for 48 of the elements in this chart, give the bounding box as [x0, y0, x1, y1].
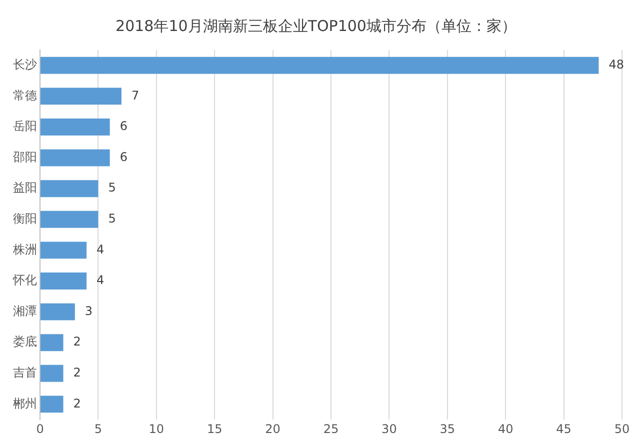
bar	[40, 364, 64, 382]
bar	[40, 118, 110, 136]
bar	[40, 242, 87, 259]
x-tick-label: 35	[440, 422, 456, 436]
y-tick-label: 怀化	[12, 273, 37, 288]
x-tick-label: 40	[498, 422, 514, 436]
x-tick-label: 15	[206, 422, 222, 436]
data-label: 7	[131, 88, 140, 102]
bar	[40, 56, 599, 74]
bar	[40, 334, 64, 352]
x-tick-label: 20	[265, 422, 280, 436]
y-tick-label: 湘潭	[13, 304, 37, 318]
y-tick-label: 衡阳	[13, 212, 37, 226]
bar	[40, 272, 87, 290]
data-label: 4	[96, 273, 104, 288]
y-tick-label: 常德	[13, 88, 37, 102]
y-tick-label: 娄底	[13, 334, 37, 349]
data-label: 5	[108, 212, 116, 226]
bar	[40, 210, 98, 228]
bar	[40, 303, 75, 320]
data-label: 2	[73, 366, 81, 380]
y-tick-label: 长沙	[13, 58, 37, 72]
x-tick-label: 30	[382, 422, 397, 436]
y-tick-label: 吉首	[13, 366, 37, 380]
data-label: 2	[73, 334, 81, 349]
data-label: 5	[108, 180, 116, 195]
data-label: 2	[73, 396, 81, 410]
bar	[40, 396, 64, 413]
bar	[40, 149, 110, 166]
y-tick-label: 邵阳	[13, 150, 37, 164]
x-tick-label: 5	[94, 422, 102, 436]
x-tick-label: 45	[556, 422, 572, 436]
bar	[40, 180, 98, 198]
x-tick-label: 10	[148, 422, 164, 436]
x-tick-label: 25	[323, 422, 339, 436]
data-label: 4	[96, 242, 104, 256]
y-tick-label: 益阳	[13, 180, 37, 195]
chart-title: 2018年10月湖南新三板企业TOP100城市分布（单位：家）	[116, 16, 516, 35]
bar	[40, 88, 122, 105]
y-tick-label: 株洲	[12, 242, 37, 256]
data-label: 6	[120, 150, 128, 164]
data-label: 3	[84, 304, 93, 318]
y-tick-label: 郴州	[13, 396, 37, 410]
x-tick-label: 0	[36, 422, 44, 436]
x-tick-label: 50	[614, 422, 630, 436]
y-tick-label: 岳阳	[13, 119, 37, 134]
data-label: 6	[120, 119, 128, 134]
data-label: 48	[608, 58, 624, 72]
